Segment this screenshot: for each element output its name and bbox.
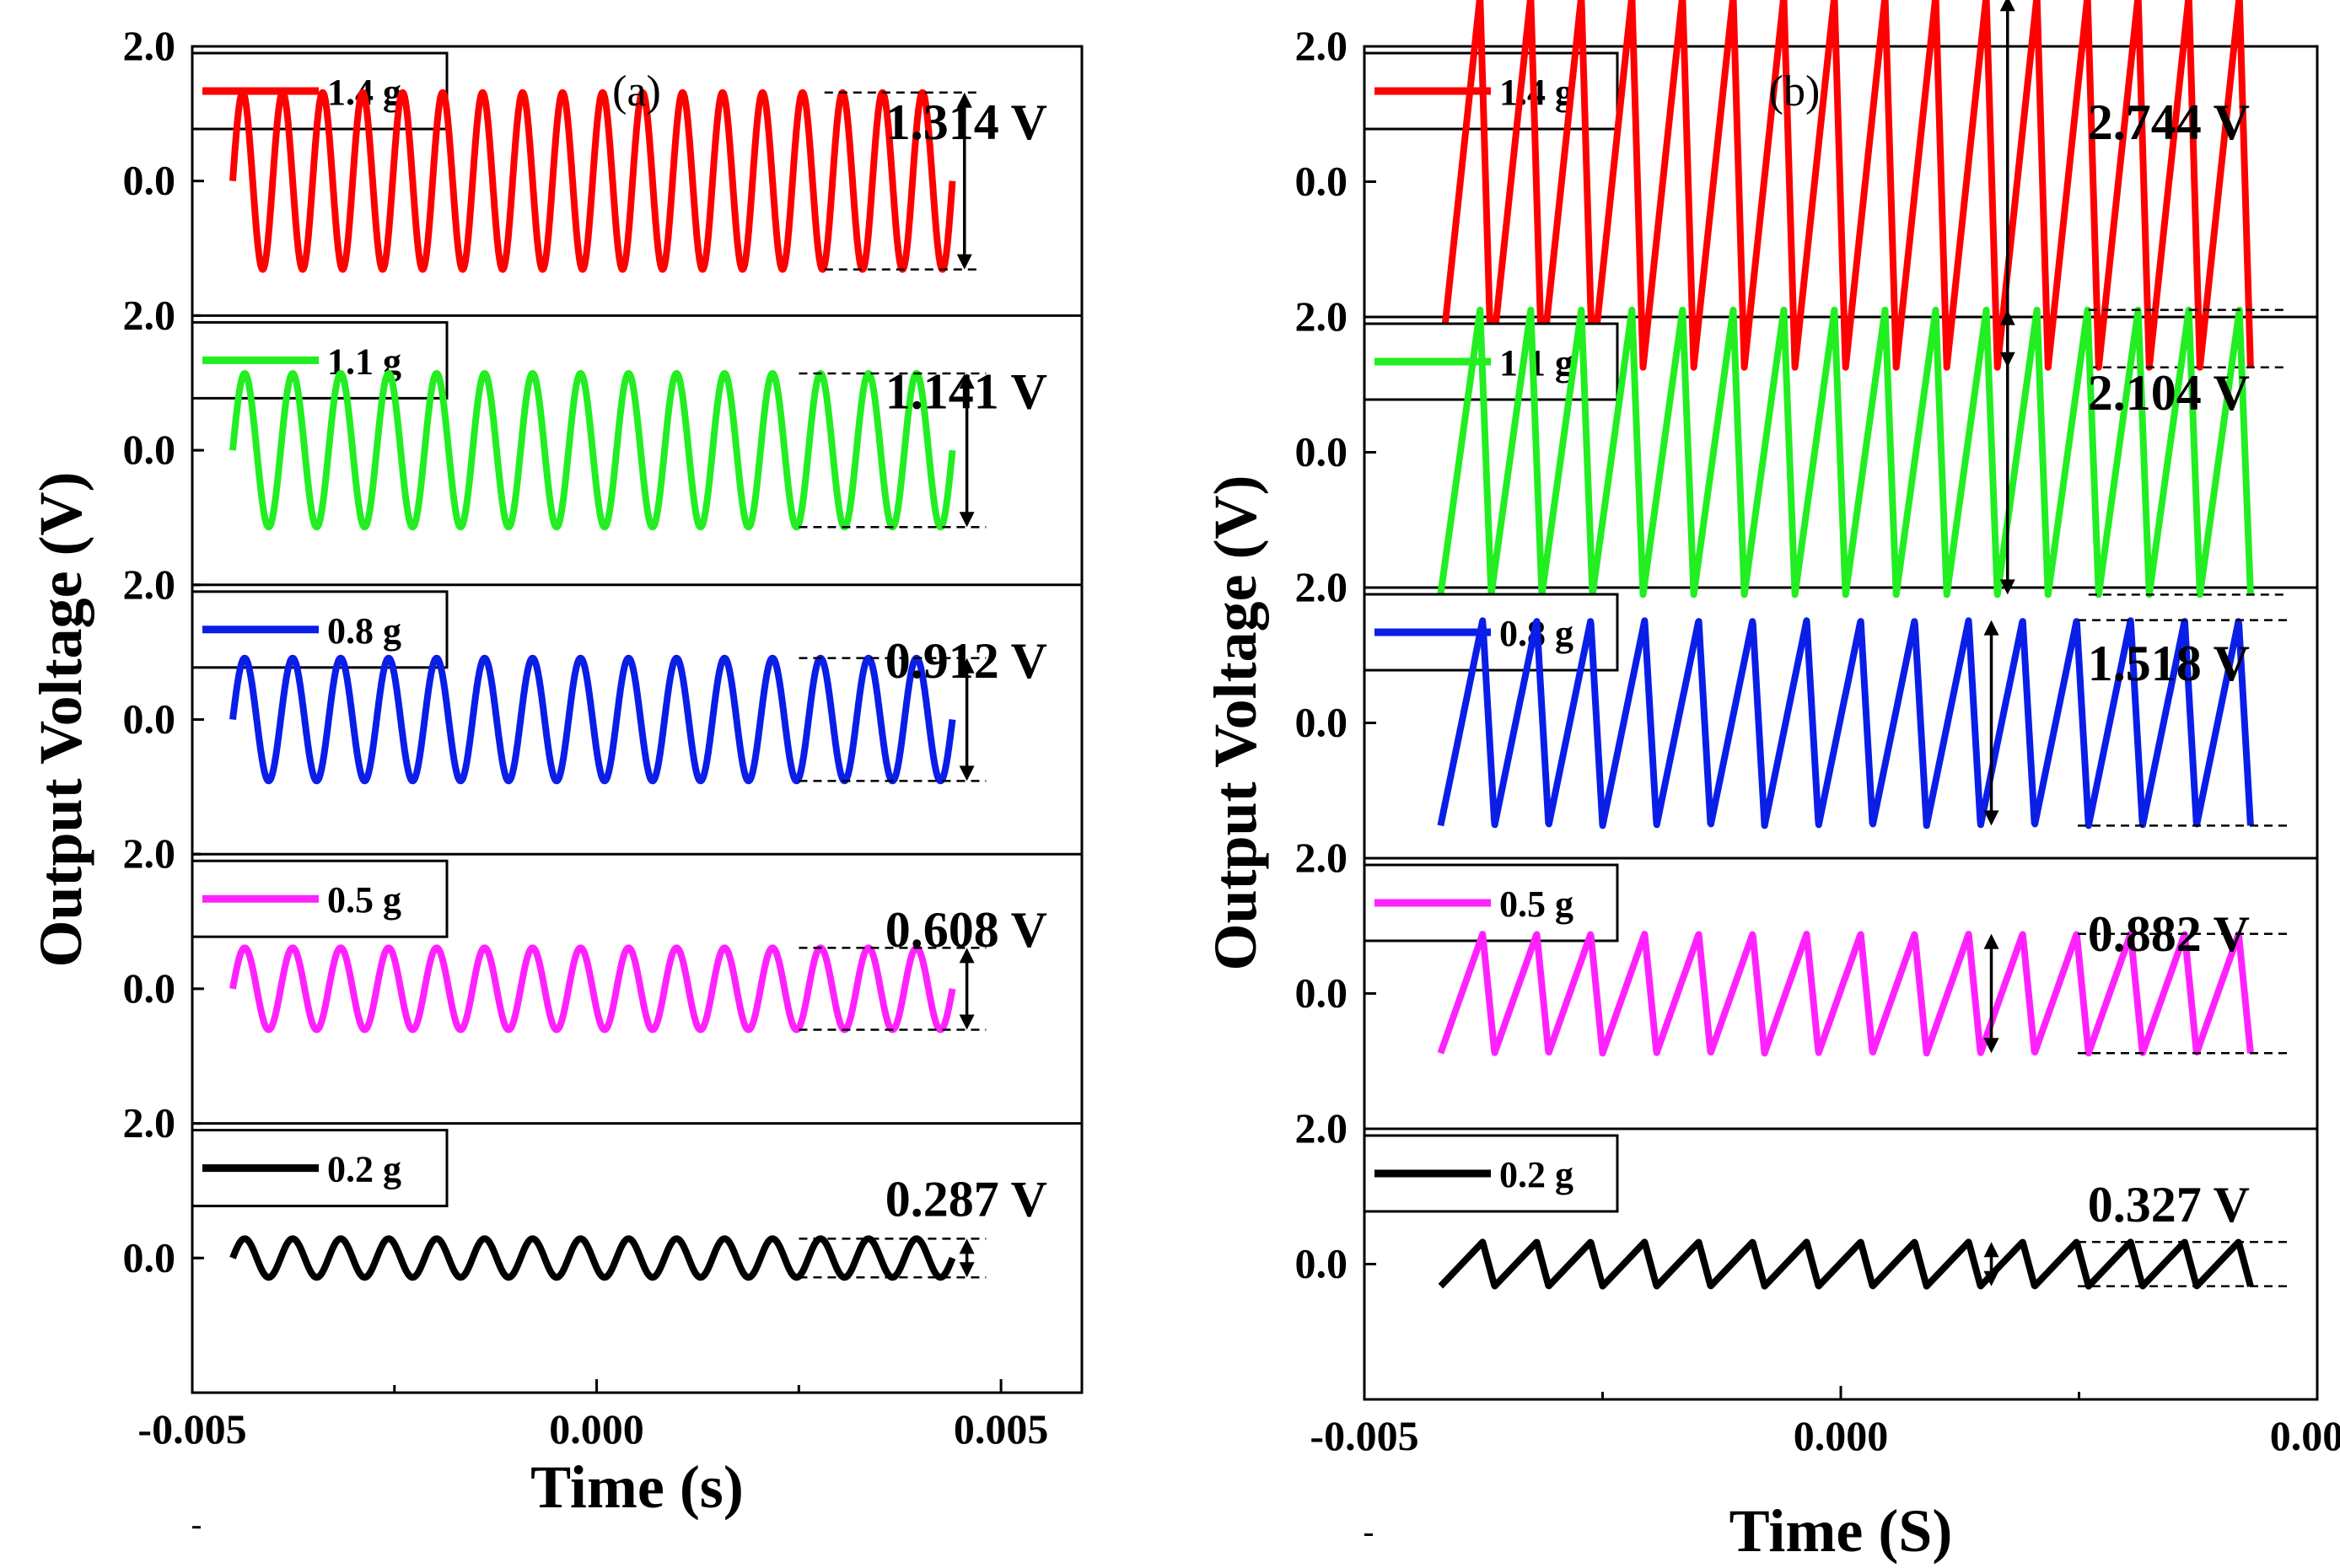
y-tick-label: 0.0 <box>123 1233 176 1281</box>
x-tick-label: -0.005 <box>137 1405 246 1453</box>
series-line <box>229 370 956 531</box>
y-tick-label: 2.0 <box>123 561 176 608</box>
y-tick-label: 2.0 <box>123 22 176 69</box>
amplitude-arrow-head-up <box>956 92 972 108</box>
panel-label: (b) <box>1769 67 1821 115</box>
amplitude-arrow-head-up <box>1983 1242 1999 1258</box>
series-line <box>229 1235 956 1281</box>
y-tick-label: 0.0 <box>1295 428 1348 475</box>
series-line <box>229 654 956 785</box>
amplitude-arrow-head-up <box>959 948 975 964</box>
amplitude-arrow-head-up <box>1999 0 2015 12</box>
amplitude-label: 0.912 V <box>885 633 1047 689</box>
chart-panel-a: 2.00.01.4 g1.314 V2.00.01.1 g1.141 V2.00… <box>27 22 1084 1529</box>
series-line <box>1438 1238 2254 1290</box>
x-tick-label: 0.005 <box>954 1405 1049 1453</box>
series-0-2-g: 2.0 0.0 0.2 g 0.287 V <box>123 1099 1047 1529</box>
legend-label: 0.2 g <box>1499 1154 1573 1195</box>
y-axis-label: Output Voltage (V) <box>27 471 94 967</box>
amplitude-arrow-head-up <box>1983 620 1999 636</box>
series-0-5-g: 2.0 0.0 0.5 g 0.882 V <box>1295 834 2289 1265</box>
amplitude-arrow-head-down <box>959 1014 975 1030</box>
panel-label: (a) <box>612 67 661 115</box>
amplitude-arrow-head-down <box>1983 1270 1999 1286</box>
amplitude-arrow-head-down <box>1999 579 2015 595</box>
series-1-4-g: 2.00.01.4 g1.314 V <box>123 22 1047 452</box>
legend-label: 0.8 g <box>327 610 401 652</box>
series-0-2-g: 2.0 0.0 0.2 g 0.327 V <box>1295 1104 2289 1536</box>
series-0-8-g: 2.0 0.0 0.8 g 0.912 V <box>123 561 1047 991</box>
y-tick-label: 2.0 <box>123 291 176 338</box>
amplitude-arrow-head-up <box>1983 933 1999 949</box>
y-tick-label: 2.0 <box>1295 834 1348 881</box>
amplitude-label: 2.104 V <box>2088 365 2250 421</box>
amplitude-arrow-head-down <box>959 1262 975 1278</box>
y-tick-label: 0.0 <box>1295 969 1348 1017</box>
chart-panel-b: 2.00.01.4 g2.744 V2.00.01.1 g2.104 V2.00… <box>1202 0 2340 1565</box>
y-tick-label: 2.0 <box>1295 293 1348 340</box>
legend-box <box>191 320 449 400</box>
y-tick-label: 0.0 <box>1295 158 1348 205</box>
y-tick-label: 2.0 <box>1295 22 1348 69</box>
series-line <box>1437 931 2254 1057</box>
x-axis-label: Time (S) <box>1729 1497 1953 1565</box>
series-line <box>1437 617 2254 830</box>
y-axis-label: Output Voltage (V) <box>1202 475 1269 970</box>
series-0-8-g: 2.00.00.8 g1.518 V <box>1295 563 2289 995</box>
amplitude-arrow-head-down <box>959 512 975 528</box>
amplitude-label: 0.287 V <box>885 1172 1047 1227</box>
amplitude-arrow-head-down <box>959 765 975 781</box>
x-axis-label: Time (s) <box>530 1453 744 1521</box>
amplitude-label: 2.744 V <box>2088 94 2250 150</box>
x-tick-label: -0.005 <box>1310 1412 1418 1459</box>
amplitude-arrow-head-up <box>959 373 975 389</box>
series-line <box>1437 306 2254 599</box>
series-1-4-g: 2.00.01.4 g2.744 V <box>1295 0 2286 454</box>
y-tick-label: 0.0 <box>123 426 176 473</box>
y-tick-label: 2.0 <box>123 1099 176 1146</box>
amplitude-label: 0.882 V <box>2088 906 2250 962</box>
y-tick-label: 2.0 <box>1295 1104 1348 1152</box>
y-tick-label: 0.0 <box>123 695 176 743</box>
series-1-1-g: 2.00.01.1 g1.141 V <box>123 291 1047 721</box>
amplitude-label: 1.518 V <box>2088 636 2250 691</box>
amplitude-label: 1.314 V <box>885 94 1047 150</box>
amplitude-label: 1.141 V <box>885 363 1047 419</box>
y-tick-label: 0.0 <box>123 157 176 204</box>
amplitude-arrow-head-up <box>1999 309 2015 325</box>
amplitude-label: 0.327 V <box>2088 1177 2250 1232</box>
amplitude-arrow-head-down <box>1983 810 1999 826</box>
series-1-1-g: 2.00.01.1 g2.104 V <box>1295 293 2286 724</box>
y-tick-label: 2.0 <box>1295 563 1348 610</box>
amplitude-label: 0.608 V <box>885 902 1047 958</box>
legend-label: 0.5 g <box>327 879 401 921</box>
amplitude-arrow-head-up <box>959 658 975 674</box>
series-line <box>229 89 956 273</box>
y-tick-label: 0.0 <box>1295 1240 1348 1287</box>
amplitude-arrow-head-down <box>956 254 972 270</box>
x-tick-label: 0.005 <box>2270 1412 2340 1459</box>
amplitude-arrow-head-up <box>959 1238 975 1254</box>
y-tick-label: 2.0 <box>123 830 176 877</box>
amplitude-arrow-head-down <box>1983 1038 1999 1054</box>
series-line <box>229 944 956 1034</box>
x-tick-label: 0.000 <box>1794 1412 1889 1459</box>
x-tick-label: 0.000 <box>549 1405 644 1453</box>
legend-label: 0.2 g <box>327 1149 401 1190</box>
y-tick-label: 0.0 <box>1295 699 1348 746</box>
legend-label: 0.5 g <box>1499 883 1573 925</box>
series-line <box>1437 0 2254 371</box>
series-0-5-g: 2.0 0.0 0.5 g 0.608 V <box>123 830 1047 1259</box>
y-tick-label: 0.0 <box>123 964 176 1012</box>
